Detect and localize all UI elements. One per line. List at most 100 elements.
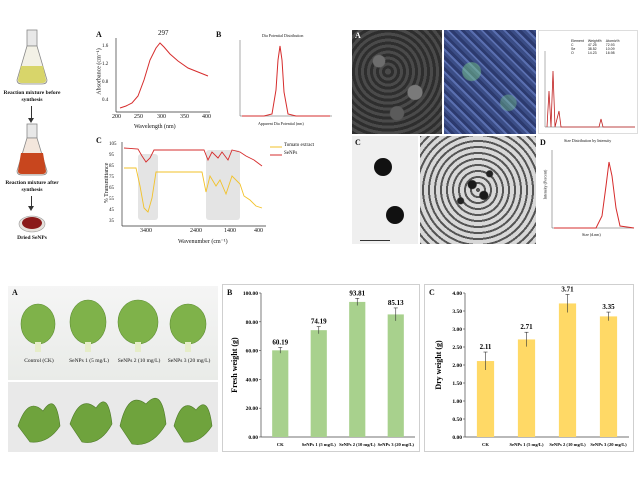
- category-label: SeNPs 1 (5 mg/L): [509, 442, 544, 447]
- uv-curve: [119, 42, 209, 109]
- bar: [599, 316, 618, 437]
- y-tick: 0.8: [102, 80, 109, 85]
- edx-spectrum: Element Weight% Atomic% C 47.25 72.93 Se…: [538, 30, 638, 134]
- lettuce-plants-icon: [17, 299, 213, 445]
- dish-icon: [18, 215, 46, 233]
- panel-label: C: [429, 288, 435, 297]
- x-tick: 2400: [190, 228, 202, 234]
- category-label: CK: [277, 442, 284, 447]
- tomato-line: [124, 167, 263, 213]
- data-label: 85.13: [388, 299, 404, 307]
- panel-label: A: [96, 30, 102, 39]
- flask-before-caption: Reaction mixture before synthesis: [3, 90, 61, 103]
- y-tick-label: 0.00: [452, 435, 462, 441]
- edx-map-image: [444, 30, 536, 134]
- y-tick-label: 3.00: [452, 327, 462, 333]
- panel-label: B: [216, 30, 222, 39]
- y-tick-label: 2.00: [452, 363, 462, 369]
- x-tick: 400: [202, 114, 211, 120]
- sem-edx-tem-panel: A Element Weight% Atomic% C 47.25 72.93 …: [350, 28, 640, 246]
- y-tick-label: 20.00: [246, 406, 259, 412]
- panel-label: D: [540, 138, 546, 147]
- panel-label: B: [227, 288, 233, 297]
- data-label: 3.35: [602, 303, 615, 311]
- y-axis-label: Intensity (Percent): [542, 169, 548, 200]
- photo-label-senps1: SeNPs 1 (5 mg/L): [69, 358, 109, 364]
- y-tick-label: 1.00: [452, 399, 462, 405]
- lettuce-photo-panel: A Control (CK) SeNPs 1 (5 mg/L) SeNPs 2 …: [8, 286, 218, 452]
- y-tick: 85: [109, 164, 114, 169]
- size-distribution-chart: Size Distribution by Intensity Size (d.n…: [538, 136, 638, 244]
- fresh-weight-svg: 0.00 20.00 40.00 60.00 80.00 100.00 Fresh weig…: [230, 289, 415, 447]
- data-label: 60.19: [272, 338, 288, 346]
- y-tick: 1.2: [102, 62, 109, 67]
- y-tick: 35: [109, 219, 114, 224]
- photo-label-senps3: SeNPs 3 (20 mg/L): [167, 358, 211, 364]
- category-label: SeNPs 3 (20 mg/L): [590, 442, 627, 447]
- flask-after-icon: [16, 123, 48, 176]
- synthesis-scheme: Reaction mixture before synthesis Reacti…: [0, 28, 66, 248]
- data-label: 2.11: [480, 343, 492, 351]
- legend-tomato: Tomato extract: [284, 143, 315, 148]
- chart-title: Size Distribution by Intensity: [564, 138, 612, 143]
- y-tick-label: 60.00: [246, 349, 259, 355]
- x-axis-label: Wavelength (nm): [134, 124, 176, 130]
- panel-label: C: [96, 136, 102, 145]
- x-axis-label: Apparent Dia Potential (nm): [258, 121, 304, 126]
- y-tick: 95: [109, 153, 114, 158]
- y-tick-label: 2.50: [452, 345, 462, 351]
- legend-senps: SeNPs: [284, 151, 298, 156]
- x-tick: 1400: [224, 228, 236, 234]
- x-tick: 350: [180, 114, 189, 120]
- data-label: 93.81: [349, 289, 365, 297]
- x-tick: 200: [112, 114, 121, 120]
- flask-after-caption: Reaction mixture after synthesis: [5, 180, 59, 193]
- y-tick-label: 1.50: [452, 381, 462, 387]
- photo-label-ck: Control (CK): [24, 358, 54, 364]
- edx-table: Element Weight% Atomic% C 47.25 72.93 Se…: [571, 39, 620, 55]
- panel-label: A: [355, 31, 361, 40]
- flask-before-icon: [16, 29, 48, 85]
- data-label: 74.19: [311, 318, 327, 326]
- y-tick: 0.4: [102, 98, 109, 103]
- x-tick: 3400: [140, 228, 152, 234]
- senps-line: [123, 147, 263, 167]
- y-tick: 75: [109, 175, 114, 180]
- y-axis-label: Dry weight (g): [434, 340, 443, 390]
- y-tick: 105: [109, 142, 117, 147]
- category-label: SeNPs 3 (20 mg/L): [378, 442, 415, 447]
- y-axis-label: Fresh weight (g): [230, 337, 239, 393]
- category-label: SeNPs 2 (10 mg/L): [549, 442, 586, 447]
- category-label: CK: [482, 442, 489, 447]
- y-tick-label: 3.50: [452, 309, 462, 315]
- dls-panel: B Dia Potential Distribution Apparent Di…: [214, 30, 338, 134]
- y-tick: 65: [109, 186, 114, 191]
- bar: [387, 314, 404, 437]
- panel-label: C: [355, 138, 361, 147]
- x-axis-label: Size (d.nm): [582, 232, 601, 237]
- y-tick-label: 4.00: [452, 291, 462, 297]
- y-tick: 1.6: [102, 44, 109, 49]
- category-label: SeNPs 2 (10 mg/L): [339, 442, 376, 447]
- sem-image: [352, 30, 442, 134]
- peak-label: 297: [158, 29, 169, 37]
- bar: [272, 350, 289, 437]
- category-label: SeNPs 1 (5 mg/L): [302, 442, 337, 447]
- y-tick: 55: [109, 197, 114, 202]
- bar: [558, 303, 577, 437]
- y-tick: 45: [109, 208, 114, 213]
- arrow-down-2: [31, 196, 32, 208]
- fresh-weight-chart: B 0.00 20.00 40.00 60.00 80.00 100.00 Fresh we…: [222, 284, 420, 452]
- tem-image-single: [352, 136, 418, 244]
- x-axis-label: Wavenumber (cm⁻¹): [178, 239, 228, 245]
- ftir-panel: C % Transmittance 105 95 85 75 65 55 45 …: [94, 136, 334, 248]
- dish-caption: Dried SeNPs: [17, 235, 47, 241]
- chart-title: Dia Potential Distribution: [262, 33, 304, 38]
- arrow-down-1: [31, 106, 32, 120]
- arrow-head-icon: [28, 118, 34, 123]
- y-tick-label: 40.00: [246, 377, 259, 383]
- bar: [349, 301, 366, 437]
- x-tick: 300: [157, 114, 166, 120]
- photo-label-senps2: SeNPs 2 (10 mg/L): [117, 358, 161, 364]
- bar: [517, 339, 536, 437]
